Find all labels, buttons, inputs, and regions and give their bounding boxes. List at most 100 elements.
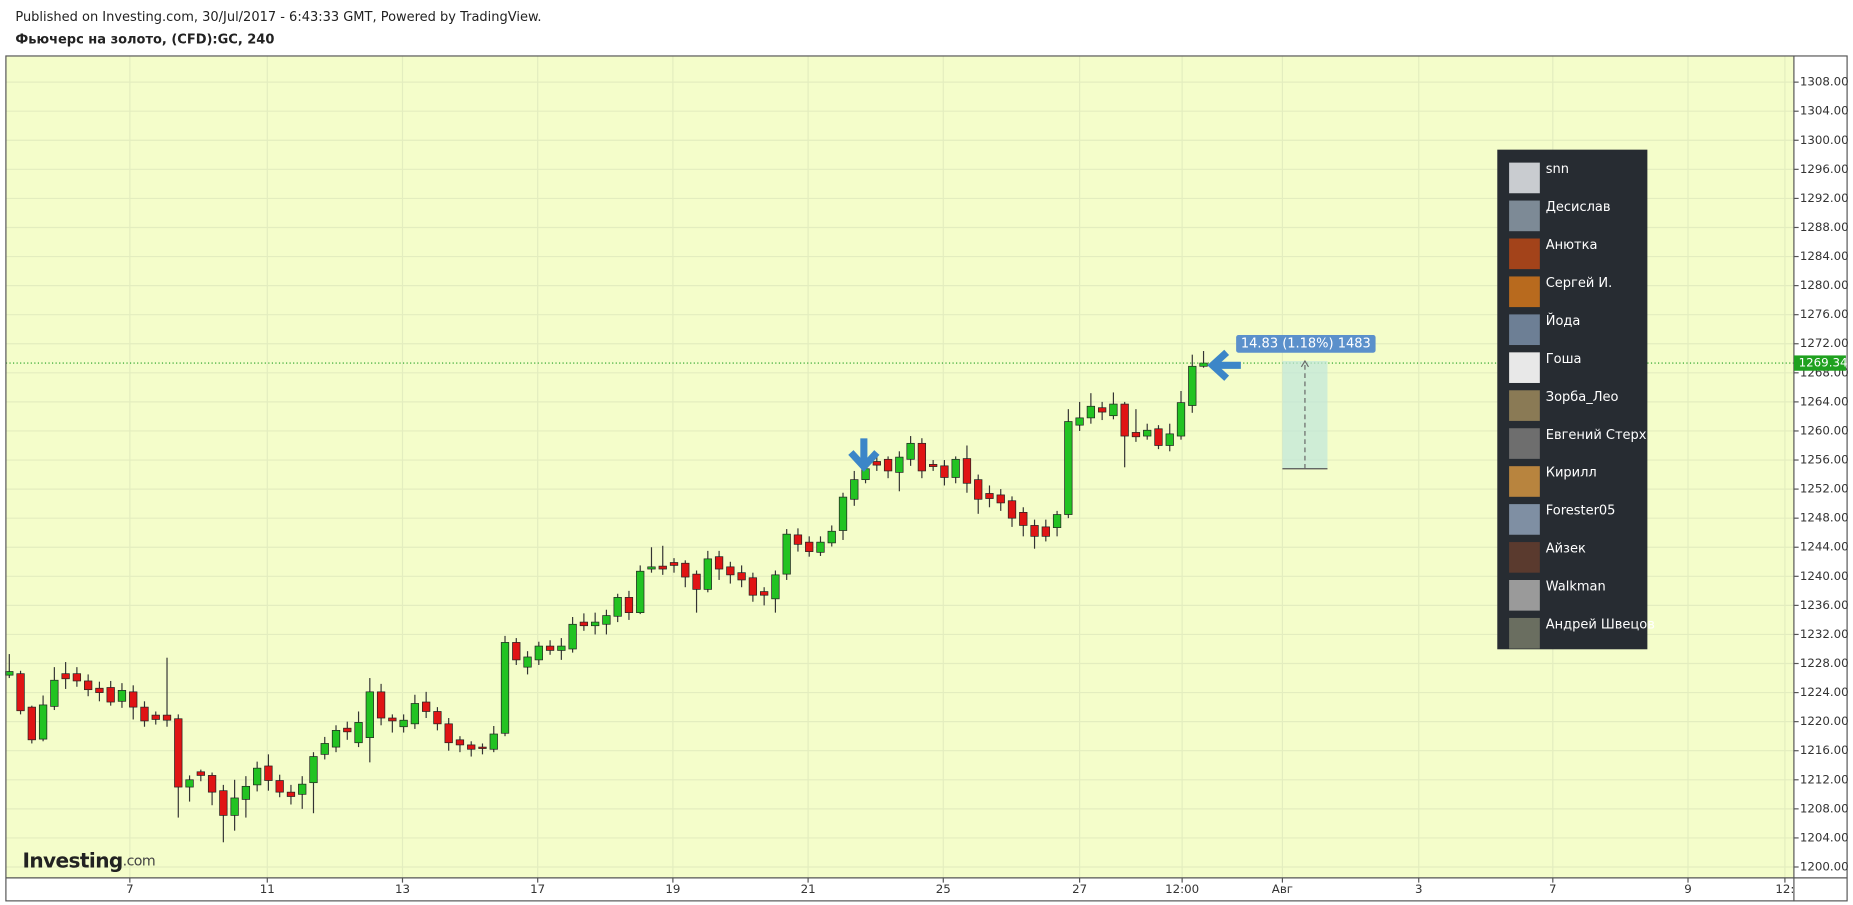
user-name: Walkman [1546, 580, 1606, 595]
candle-body [162, 714, 172, 721]
candle-body [298, 783, 307, 795]
candle-body [230, 797, 239, 816]
candle-body [343, 727, 352, 733]
y-tick-label: 1220.00 [1800, 714, 1849, 728]
candle-body [1086, 405, 1096, 419]
candle-body [1109, 403, 1118, 417]
candle-body [793, 534, 803, 545]
candle-body [117, 690, 127, 702]
y-tick-label: 1256.00 [1800, 453, 1849, 467]
candle-body [489, 733, 498, 750]
candle-body [872, 461, 881, 466]
grid [5, 55, 1794, 878]
x-tick-label: 13 [395, 882, 410, 896]
candle-body [1165, 433, 1174, 446]
y-tick-label: 1284.00 [1800, 249, 1849, 263]
x-tick-label: 25 [936, 882, 951, 896]
candle-body [703, 558, 712, 590]
arrow-down-head [848, 450, 880, 472]
candle-body [512, 642, 521, 661]
candles [5, 351, 1208, 843]
candle-body [376, 691, 386, 719]
user-avatar [1509, 617, 1540, 649]
candle-body [151, 714, 160, 720]
user-avatar [1509, 276, 1540, 308]
y-tick-label: 1292.00 [1800, 191, 1849, 205]
user-avatar [1509, 580, 1540, 611]
candle-body [219, 790, 228, 816]
y-tick-label: 1272.00 [1800, 336, 1849, 350]
candle-body [286, 791, 296, 797]
y-tick-label: 1288.00 [1800, 220, 1849, 234]
y-tick-label: 1228.00 [1800, 656, 1849, 670]
time-axis-area [5, 877, 1794, 902]
candle-body [5, 671, 14, 676]
candle-body [974, 479, 983, 500]
y-tick-label: 1244.00 [1800, 540, 1849, 554]
watermark-suffix: .com [123, 853, 155, 869]
user-name: Десислав [1546, 200, 1611, 215]
candle-body [264, 765, 273, 781]
x-tick-label: 7 [1549, 882, 1557, 896]
y-tick-label: 1248.00 [1800, 511, 1849, 525]
candle-body [1188, 365, 1197, 406]
user-name: Анютка [1546, 238, 1598, 253]
candle-body [748, 577, 758, 596]
candle-body [1176, 402, 1186, 437]
candle-body [996, 494, 1005, 504]
candle-body [106, 687, 115, 703]
x-tick-label: Авг [1272, 882, 1293, 896]
y-tick-label: 1212.00 [1800, 772, 1849, 786]
measure-label-box [1236, 335, 1376, 353]
candle-body [207, 775, 217, 793]
candle-body [365, 691, 374, 738]
candle-body [929, 464, 938, 467]
candle-body [681, 562, 690, 578]
candle-body [771, 574, 780, 600]
candle-body [1052, 514, 1062, 528]
published-note: Published on Investing.com, 30/Jul/2017 … [15, 10, 541, 25]
candle-body [500, 642, 510, 734]
candle-body [883, 458, 893, 472]
user-name: Евгений Стерх [1546, 428, 1647, 443]
frame [5, 55, 1848, 902]
user-avatar [1509, 466, 1540, 497]
x-tick-label: 11 [260, 882, 275, 896]
user-avatar [1509, 504, 1540, 535]
candle-body [591, 621, 600, 627]
candle-body [568, 623, 577, 650]
watermark-brand: Investing.com [22, 848, 155, 872]
candle-body [1075, 417, 1084, 426]
candle-body [1120, 403, 1129, 437]
candle-body [1007, 500, 1017, 519]
chart-title: Фьючерс на золото, (CFD):GC, 240 [15, 33, 274, 48]
user-avatar [1509, 162, 1540, 194]
price-axis-area [1793, 55, 1848, 901]
candle-body [1098, 407, 1107, 413]
measure-label: 14.83 (1.18%) 1483 [1241, 336, 1371, 351]
candle-body [602, 615, 611, 625]
candle-body [331, 730, 341, 748]
candle-body [320, 743, 329, 755]
candle-body [478, 746, 487, 749]
candle-body [1131, 432, 1141, 438]
candle-body [433, 711, 442, 725]
candle-body [410, 703, 420, 725]
candle-body [624, 597, 634, 613]
y-tick-label: 1208.00 [1800, 801, 1849, 815]
axes: 1200.00 1204.00 1208.00 1212.00 1216.00 1220.… [126, 75, 1849, 897]
candle-body [1041, 526, 1050, 537]
y-tick-label: 1252.00 [1800, 482, 1849, 496]
candle-body [399, 719, 408, 728]
candle-body [388, 717, 397, 722]
candle-body [737, 572, 746, 581]
candle-body [50, 679, 59, 707]
user-avatar [1509, 390, 1540, 421]
overlay: 14.83 (1.18%) 1483 [5, 335, 1794, 470]
candle-body [895, 456, 904, 473]
candle-body [850, 479, 859, 500]
candle-body [196, 771, 205, 776]
x-tick-label: 17 [530, 882, 545, 896]
candle-body [523, 656, 532, 668]
